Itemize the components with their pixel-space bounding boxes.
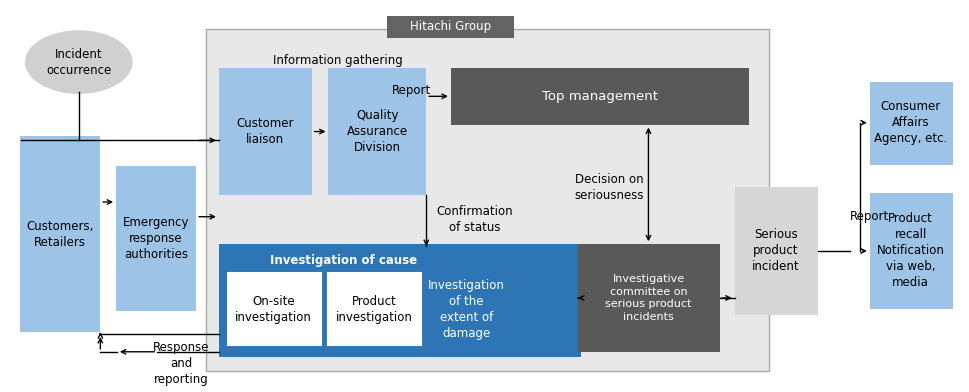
Text: Confirmation
of status: Confirmation of status [436, 205, 513, 234]
Text: Hitachi Group: Hitachi Group [410, 20, 491, 33]
Bar [328, 274, 421, 345]
Text: Quality
Assurance
Division: Quality Assurance Division [347, 109, 408, 154]
Bar [578, 244, 719, 352]
Text: Report: Report [391, 84, 431, 97]
Bar [869, 193, 952, 309]
Text: Top management: Top management [541, 90, 657, 103]
Text: Customer
liaison: Customer liaison [235, 117, 294, 146]
Text: On-site
investigation: On-site investigation [234, 295, 312, 324]
Text: Emergency
response
authorities: Emergency response authorities [123, 216, 189, 261]
Bar [205, 29, 768, 371]
Bar [116, 166, 196, 311]
Text: Investigation of cause: Investigation of cause [269, 254, 417, 267]
Text: Serious
product
incident: Serious product incident [751, 229, 798, 274]
Bar [228, 274, 320, 345]
Bar [451, 68, 748, 125]
Bar [219, 68, 311, 195]
Text: Consumer
Affairs
Agency, etc.: Consumer Affairs Agency, etc. [873, 100, 947, 145]
Text: Information gathering: Information gathering [272, 54, 402, 67]
Text: Response
and
reporting: Response and reporting [153, 341, 209, 386]
Text: Report: Report [849, 210, 889, 223]
Text: Investigation
of the
extent of
damage: Investigation of the extent of damage [427, 279, 504, 340]
Text: Product
investigation: Product investigation [335, 295, 413, 324]
Bar [387, 16, 514, 38]
Bar [20, 136, 100, 332]
Bar [734, 187, 817, 315]
Text: Incident
occurrence: Incident occurrence [47, 47, 111, 76]
Text: Investigative
committee on
serious product
incidents: Investigative committee on serious produ… [605, 274, 691, 321]
Bar [328, 68, 425, 195]
Bar [869, 82, 952, 165]
Text: Customers,
Retailers: Customers, Retailers [26, 220, 94, 249]
Text: Product
recall
Notification
via web,
media: Product recall Notification via web, med… [876, 212, 944, 289]
Bar [219, 244, 580, 357]
Ellipse shape [25, 30, 133, 94]
Text: Decision on
seriousness: Decision on seriousness [574, 173, 643, 202]
